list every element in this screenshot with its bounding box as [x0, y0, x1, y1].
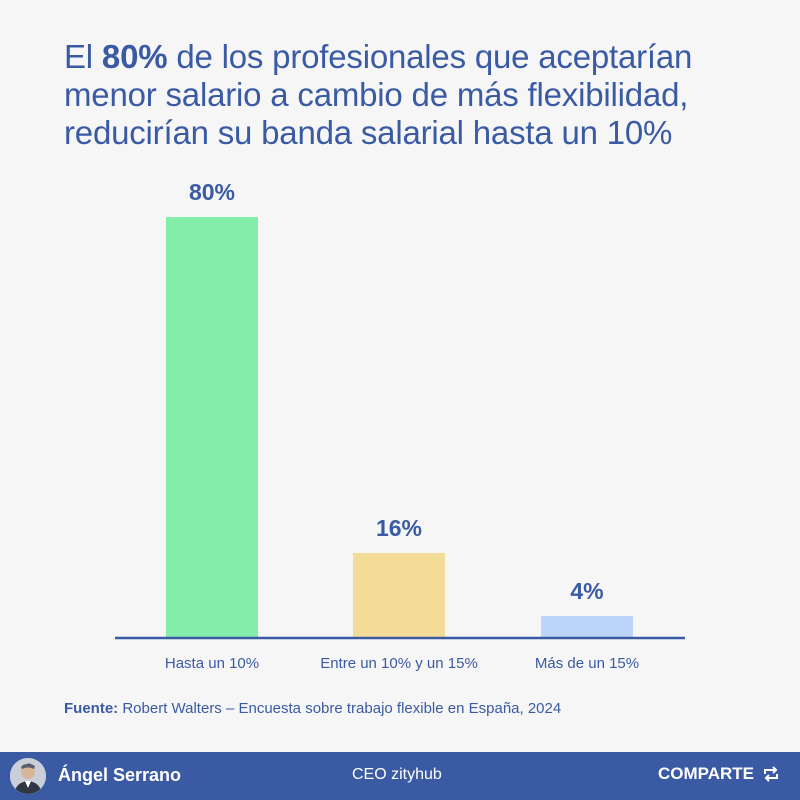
share-label: COMPARTE — [657, 764, 754, 783]
repost-icon — [764, 766, 778, 782]
avatar-icon — [10, 758, 46, 794]
title-rest: de los profesionales que aceptarían meno… — [64, 38, 693, 151]
source-note: Fuente: Robert Walters – Encuesta sobre … — [64, 700, 764, 717]
source-label: Fuente: — [64, 700, 119, 717]
bar-2 — [541, 616, 633, 637]
category-label-1: Entre un 10% y un 15% — [320, 655, 478, 672]
bar-0 — [166, 217, 258, 637]
bar-chart: 80% Hasta un 10% 16% Entre un 10% y un 15% 4… — [115, 179, 685, 672]
source-text: Robert Walters – Encuesta sobre trabajo … — [118, 700, 562, 717]
bar-value-label-0: 80% — [189, 179, 235, 205]
title-prefix: El — [64, 38, 102, 75]
chart-title: El 80% de los profesionales que aceptarí… — [64, 38, 764, 152]
bar-value-label-2: 4% — [570, 578, 603, 604]
category-label-2: Más de un 15% — [535, 655, 639, 672]
author-role: CEO zityhub — [352, 766, 442, 783]
bar-value-label-1: 16% — [376, 515, 422, 541]
title-highlight: 80% — [101, 38, 168, 75]
bar-1 — [353, 553, 445, 637]
author-name: Ángel Serrano — [58, 765, 182, 785]
footer-bar: Ángel Serrano CEO zityhub COMPARTE — [0, 752, 800, 800]
category-label-0: Hasta un 10% — [165, 655, 259, 672]
avatar[interactable] — [10, 758, 46, 794]
share-button[interactable]: COMPARTE — [658, 764, 780, 784]
